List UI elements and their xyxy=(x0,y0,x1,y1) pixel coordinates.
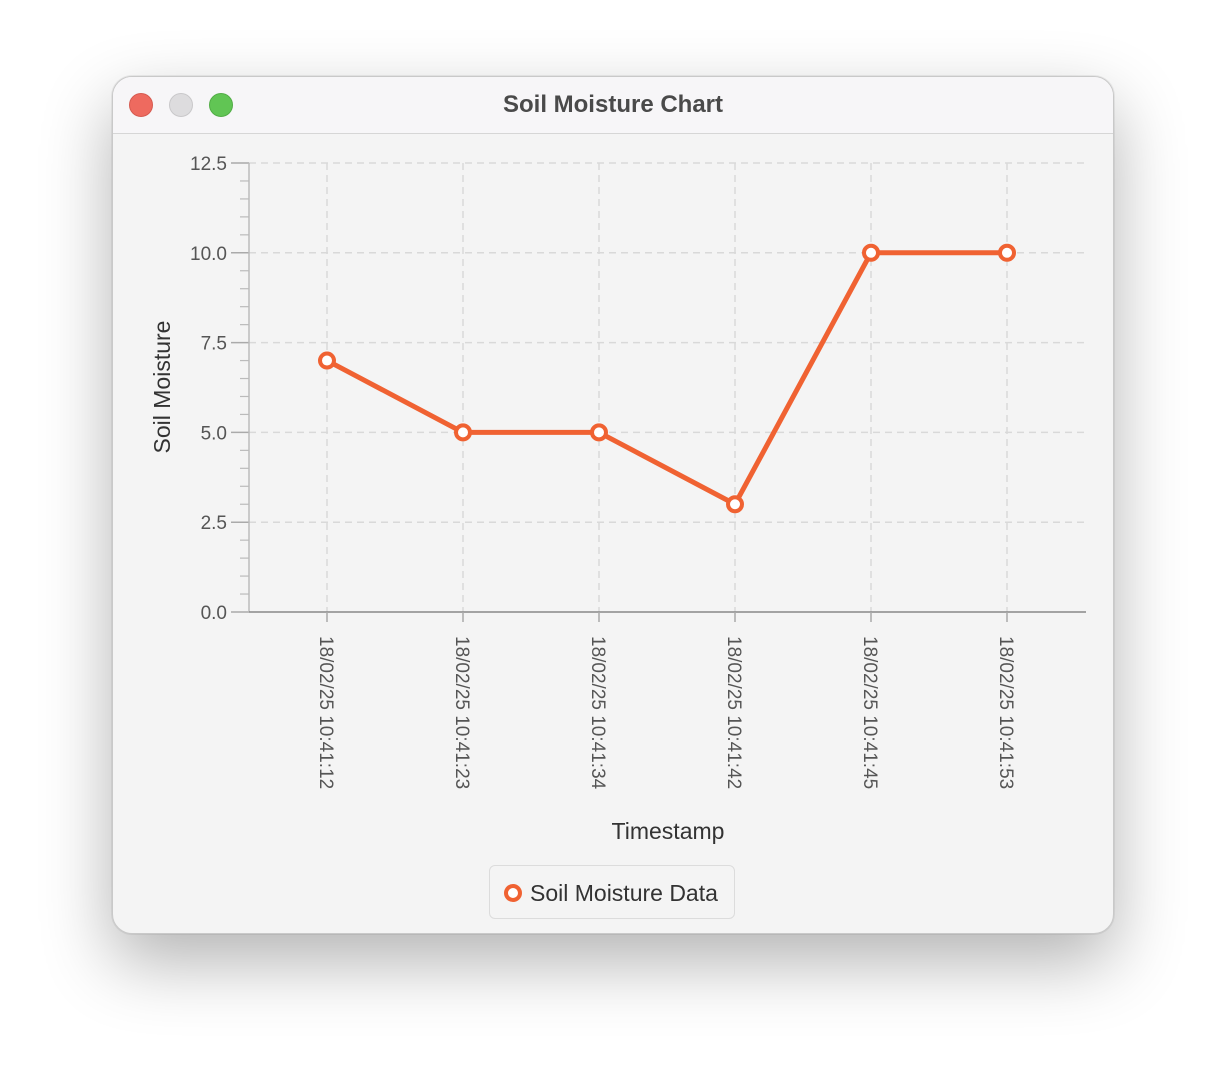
line-chart: 0.0 2.5 5.0 7.5 10.0 12.5 18/02/25 10:41:12 18/… xyxy=(149,154,1086,844)
data-point[interactable] xyxy=(590,423,608,442)
title-bar: Soil Moisture Chart xyxy=(113,77,1113,134)
app-window: Soil Moisture Chart 0.0 2.5 5.0 7.5 10.0 12.5… xyxy=(112,76,1114,934)
minimize-button[interactable] xyxy=(169,93,193,117)
y-tick-label: 0.0 xyxy=(201,603,227,624)
data-point[interactable] xyxy=(998,243,1016,262)
close-button[interactable] xyxy=(129,93,153,117)
x-tick-label: 18/02/25 10:41:45 xyxy=(859,636,880,789)
maximize-button[interactable] xyxy=(209,93,233,117)
series-line xyxy=(325,250,1007,507)
x-tick-label: 18/02/25 10:41:12 xyxy=(315,636,336,789)
x-tick-label: 18/02/25 10:41:42 xyxy=(723,636,744,789)
y-tick-label: 2.5 xyxy=(201,513,227,534)
data-point[interactable] xyxy=(454,423,472,442)
x-tick-label: 18/02/25 10:41:53 xyxy=(995,636,1016,789)
y-tick-label: 7.5 xyxy=(201,334,227,355)
data-point[interactable] xyxy=(862,243,880,262)
series-soil-moisture xyxy=(318,243,1016,514)
legend-marker-icon xyxy=(504,884,522,902)
data-point[interactable] xyxy=(726,495,744,514)
legend: Soil Moisture Data xyxy=(489,865,735,919)
y-axis-title: Soil Moisture xyxy=(149,321,175,454)
x-tick-label: 18/02/25 10:41:34 xyxy=(587,636,608,790)
x-tick-label: 18/02/25 10:41:23 xyxy=(451,636,472,789)
window-title: Soil Moisture Chart xyxy=(502,91,724,118)
y-tick-label: 12.5 xyxy=(190,154,227,175)
x-axis-title: Timestamp xyxy=(612,818,725,844)
legend-label: Soil Moisture Data xyxy=(530,880,718,906)
y-tick-label: 5.0 xyxy=(201,423,227,444)
data-point[interactable] xyxy=(318,351,336,370)
axes: 0.0 2.5 5.0 7.5 10.0 12.5 18/02/25 10:41:12 18/… xyxy=(190,154,1086,790)
y-tick-label: 10.0 xyxy=(190,244,227,265)
